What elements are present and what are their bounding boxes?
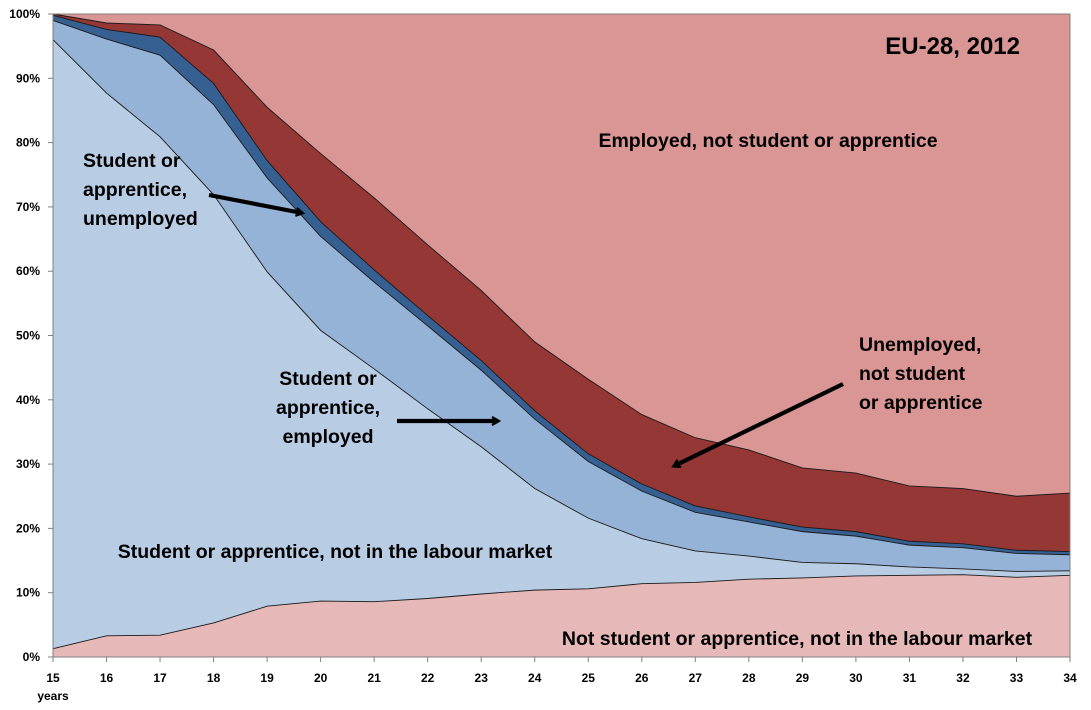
y-tick-label: 0% xyxy=(23,650,41,664)
y-tick-label: 10% xyxy=(16,586,40,600)
x-tick-label: 24 xyxy=(528,671,542,685)
annotations-layer: Employed, not student or apprentice Stude… xyxy=(83,130,1033,650)
annotation-line: employed xyxy=(282,426,373,448)
boundary-line-student-or-apprentice-unemployed xyxy=(52,14,1071,552)
boundary-line-unemployed-not-student-or-apprentice xyxy=(52,13,1071,497)
x-tick-label: 27 xyxy=(689,671,703,685)
annotation-line: apprentice, xyxy=(83,179,187,201)
y-tick-label: 40% xyxy=(16,393,40,407)
area-student-or-apprentice-employed xyxy=(53,20,1070,572)
boundary-lines-layer xyxy=(52,13,1071,650)
x-tick-label: 30 xyxy=(849,671,863,685)
annotation-employed-not-student: Employed, not student or apprentice xyxy=(598,130,937,152)
annotation-student-not-labour: Student or apprentice, not in the labour… xyxy=(118,541,553,563)
x-tick-label: 17 xyxy=(153,671,167,685)
x-tick-label: 23 xyxy=(475,671,489,685)
annotation-line: apprentice, xyxy=(276,397,380,419)
x-tick-label: 25 xyxy=(582,671,596,685)
x-tick-label: 31 xyxy=(903,671,917,685)
annotation-line: Student or xyxy=(83,150,181,172)
axes-layer: 0% 10% 20% 30% 40% 50% 60% 70% 80% 90% 100% 15 16 17 1… xyxy=(9,7,1077,703)
annotation-line: Employed, not student or apprentice xyxy=(598,130,937,152)
x-tick-label: 15 xyxy=(46,671,60,685)
area-unemployed-not-student-or-apprentice xyxy=(53,14,1070,552)
x-tick-label: 26 xyxy=(635,671,649,685)
x-tick-label: 32 xyxy=(956,671,970,685)
x-tick-label: 34 xyxy=(1063,671,1077,685)
x-axis-label: years xyxy=(37,689,69,703)
x-tick-label: 18 xyxy=(207,671,221,685)
annotation-line: or apprentice xyxy=(859,392,983,414)
x-tick-label: 21 xyxy=(367,671,381,685)
x-tick-label: 22 xyxy=(421,671,435,685)
areas-layer xyxy=(53,14,1070,657)
y-tick-label: 50% xyxy=(16,329,40,343)
annotation-line: Unemployed, xyxy=(859,334,981,356)
x-tick-label: 20 xyxy=(314,671,328,685)
x-tick-label: 29 xyxy=(796,671,810,685)
annotation-unemployed-not-student: Unemployed, not student or apprentice xyxy=(859,334,983,414)
y-tick-label: 60% xyxy=(16,264,40,278)
arrow-student-unemployed xyxy=(208,192,302,213)
y-tick-label: 90% xyxy=(16,71,40,85)
boundary-line-student-or-apprentice-employed xyxy=(52,20,1071,556)
x-tick-label: 28 xyxy=(742,671,756,685)
boundary-line-student-or-apprentice-not-in-the-labour-market xyxy=(52,39,1071,572)
annotation-line: unemployed xyxy=(83,208,198,230)
area-student-or-apprentice-not-in-the-labour-market xyxy=(53,39,1070,649)
y-tick-label: 30% xyxy=(16,457,40,471)
y-tick-label: 20% xyxy=(16,521,40,535)
annotation-line: Student or xyxy=(279,368,377,390)
chart-title: EU-28, 2012 xyxy=(885,33,1020,60)
x-tick-label: 33 xyxy=(1010,671,1024,685)
annotation-line: not student xyxy=(859,363,966,385)
annotation-line: Not student or apprentice, not in the la… xyxy=(562,628,1033,650)
y-tick-label: 70% xyxy=(16,200,40,214)
y-tick-label: 100% xyxy=(9,7,40,21)
area-not-student-or-apprentice-not-in-the-labour-market xyxy=(53,574,1070,657)
annotation-line: Student or apprentice, not in the labour… xyxy=(118,541,553,563)
y-tick-label: 80% xyxy=(16,136,40,150)
annotation-student-unemployed: Student or apprentice, unemployed xyxy=(83,150,198,230)
boundary-line-not-student-or-apprentice-not-in-the-labour-market xyxy=(52,574,1071,650)
area-employed-not-student-or-apprentice xyxy=(53,14,1070,497)
annotation-student-employed: Student or apprentice, employed xyxy=(276,368,380,448)
x-tick-label: 19 xyxy=(260,671,274,685)
annotation-not-student-not-labour: Not student or apprentice, not in the la… xyxy=(562,628,1033,650)
x-tick-label: 16 xyxy=(100,671,114,685)
arrow-unemployed-not-student xyxy=(674,382,844,466)
